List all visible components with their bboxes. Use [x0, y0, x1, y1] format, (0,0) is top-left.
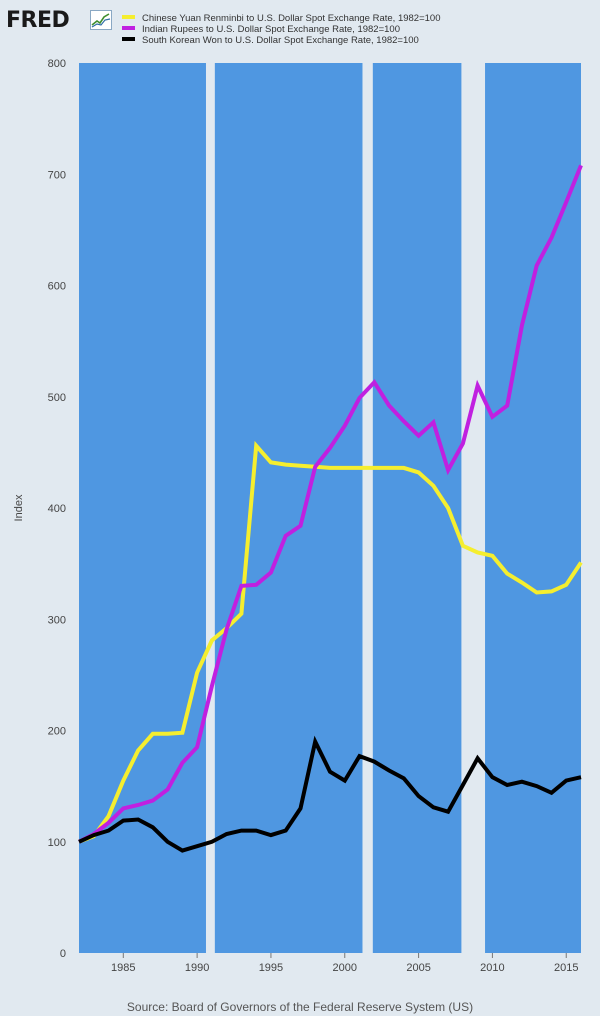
legend-label-yuan: Chinese Yuan Renminbi to U.S. Dollar Spo…: [142, 13, 441, 24]
x-tick-label: 1990: [185, 962, 209, 974]
exchange-rate-chart: 0 100 200 300 400 500 600 700 800 1985 1990 1995 20…: [13, 58, 583, 974]
legend-item-yuan[interactable]: Chinese Yuan Renminbi to U.S. Dollar Spo…: [122, 13, 440, 24]
x-tick-label: 2015: [554, 962, 578, 974]
recession-band-2: [362, 63, 373, 953]
x-tick-label: 2005: [406, 962, 430, 974]
recession-band-1: [205, 63, 215, 953]
x-tick-label: 1995: [259, 962, 283, 974]
won-series-line[interactable]: [78, 735, 582, 853]
y-tick-label: 600: [48, 281, 66, 293]
fred-logo[interactable]: FRED: [6, 8, 70, 33]
legend-label-rupee: Indian Rupees to U.S. Dollar Spot Exchan…: [142, 24, 400, 35]
legend-item-rupee[interactable]: Indian Rupees to U.S. Dollar Spot Exchan…: [122, 24, 440, 35]
plot-area: [79, 63, 581, 953]
legend-swatch-rupee: [122, 26, 135, 31]
x-tick-label: 1985: [111, 962, 135, 974]
rupee-series-line[interactable]: [78, 164, 583, 844]
legend-item-won[interactable]: South Korean Won to U.S. Dollar Spot Exc…: [122, 35, 440, 46]
trend-line-icon: [90, 10, 112, 30]
legend-label-won: South Korean Won to U.S. Dollar Spot Exc…: [142, 35, 419, 46]
x-tick-label: 2000: [333, 962, 357, 974]
yuan-series-line[interactable]: [78, 440, 583, 844]
recession-band-3: [461, 63, 486, 953]
y-tick-label: 800: [48, 58, 66, 70]
y-axis-label: Index: [13, 494, 25, 521]
legend-swatch-won: [122, 37, 135, 42]
y-tick-label: 400: [48, 503, 66, 515]
y-tick-label: 500: [48, 392, 66, 404]
chart-header: FRED Chinese Yuan Renminbi to U.S. Dolla…: [0, 0, 600, 58]
y-tick-label: 200: [48, 726, 66, 738]
y-tick-label: 300: [48, 614, 66, 626]
y-tick-label: 700: [48, 169, 66, 181]
source-note: Source: Board of Governors of the Federa…: [126, 1000, 474, 1014]
x-tick-label: 2010: [480, 962, 504, 974]
legend-swatch-yuan: [122, 15, 135, 20]
y-tick-label: 100: [48, 837, 66, 849]
y-tick-label: 0: [60, 948, 66, 960]
chart-legend: Chinese Yuan Renminbi to U.S. Dollar Spo…: [122, 13, 440, 46]
